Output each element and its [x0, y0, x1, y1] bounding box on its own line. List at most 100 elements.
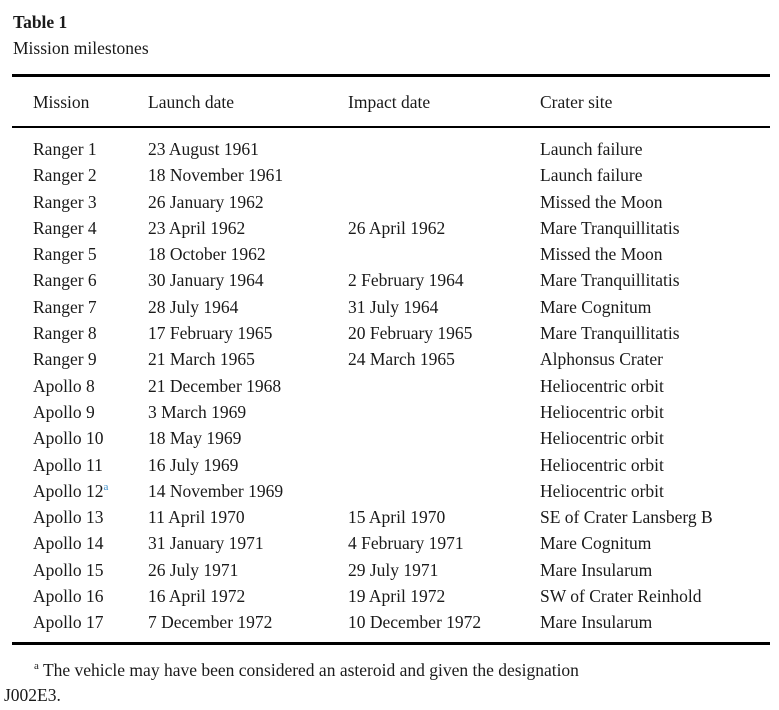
cell-impact-date: 19 April 1972: [348, 586, 446, 607]
cell-launch-date: 17 February 1965: [148, 323, 273, 344]
cell-mission: Apollo 15: [12, 557, 127, 583]
cell-mission: Apollo 8: [12, 373, 127, 399]
cell-impact-date: [327, 241, 519, 267]
footnote-line-1: a The vehicle may have been considered a…: [4, 658, 770, 683]
table-row: Ranger 5 18 October 1962 Missed the Moon: [12, 241, 770, 267]
table-footnote: a The vehicle may have been considered a…: [4, 658, 770, 708]
cell-mission: Apollo 16: [12, 583, 127, 609]
cell-crater-site: Heliocentric orbit: [540, 401, 664, 422]
cell-mission: Ranger 8: [12, 320, 127, 346]
cell-impact-date: [327, 373, 519, 399]
mission-name: Apollo 12: [33, 480, 104, 501]
table-row: Apollo 9 3 March 1969 Heliocentric orbit: [12, 399, 770, 425]
cell-launch-date: 18 May 1969: [148, 428, 242, 449]
cell-crater-site: Heliocentric orbit: [540, 454, 664, 475]
cell-launch-date: 7 December 1972: [148, 612, 273, 633]
table-header: Mission Launch date Impact date Crater s…: [12, 75, 770, 128]
cell-mission: Apollo 17: [12, 609, 127, 643]
cell-crater-site: Heliocentric orbit: [540, 428, 664, 449]
cell-impact-date: [327, 162, 519, 188]
table-row: Apollo 16 16 April 1972 19 April 1972 SW…: [12, 583, 770, 609]
table-row: Apollo 10 18 May 1969 Heliocentric orbit: [12, 425, 770, 451]
cell-mission: Ranger 6: [12, 267, 127, 293]
table-row: Apollo 15 26 July 1971 29 July 1971 Mare…: [12, 557, 770, 583]
mission-name: Apollo 9: [33, 401, 95, 422]
table-row: Ranger 1 23 August 1961 Launch failure: [12, 127, 770, 162]
cell-crater-site: Mare Insularum: [540, 612, 653, 633]
mission-name: Ranger 6: [33, 270, 97, 291]
mission-name: Ranger 5: [33, 244, 97, 265]
cell-launch-date: 16 April 1972: [148, 586, 246, 607]
cell-mission: Ranger 2: [12, 162, 127, 188]
cell-impact-date: [327, 425, 519, 451]
footnote-line-2: J002E3.: [4, 684, 61, 705]
mission-name: Ranger 2: [33, 165, 97, 186]
mission-name: Ranger 7: [33, 296, 97, 317]
mission-name: Ranger 3: [33, 191, 97, 212]
table-row: Ranger 2 18 November 1961 Launch failure: [12, 162, 770, 188]
cell-crater-site: Launch failure: [540, 139, 643, 159]
table-row: Apollo 17 7 December 1972 10 December 19…: [12, 609, 770, 643]
mission-name: Apollo 13: [33, 507, 104, 528]
table-label: Table 1: [13, 12, 68, 32]
cell-launch-date: 18 October 1962: [148, 244, 266, 265]
cell-impact-date: [327, 189, 519, 215]
mission-name: Ranger 8: [33, 323, 97, 344]
mission-name: Apollo 10: [33, 428, 104, 449]
cell-crater-site: Mare Cognitum: [540, 533, 652, 554]
cell-crater-site: SW of Crater Reinhold: [540, 586, 702, 607]
cell-impact-date: [327, 452, 519, 478]
mission-name: Ranger 4: [33, 217, 97, 238]
mission-milestones-table: Mission Launch date Impact date Crater s…: [12, 74, 770, 645]
cell-impact-date: 29 July 1971: [348, 559, 439, 580]
cell-mission: Apollo 10: [12, 425, 127, 451]
cell-impact-date: 26 April 1962: [348, 217, 446, 238]
mission-name: Ranger 1: [33, 139, 97, 159]
table-caption: Mission milestones: [13, 38, 149, 58]
cell-crater-site: Mare Tranquillitatis: [540, 217, 680, 238]
cell-mission: Apollo 9: [12, 399, 127, 425]
cell-launch-date: 3 March 1969: [148, 401, 247, 422]
mission-name: Apollo 11: [33, 454, 103, 475]
cell-launch-date: 21 December 1968: [148, 375, 282, 396]
cell-launch-date: 16 July 1969: [148, 454, 239, 475]
footnote-text: The vehicle may have been considered an …: [42, 659, 579, 680]
cell-mission: Ranger 7: [12, 294, 127, 320]
cell-launch-date: 23 August 1961: [148, 139, 259, 159]
cell-launch-date: 28 July 1964: [148, 296, 239, 317]
table-row: Ranger 3 26 January 1962 Missed the Moon: [12, 189, 770, 215]
footnote-marker: a: [34, 659, 39, 672]
column-header-launch-date: Launch date: [127, 75, 327, 128]
mission-name: Apollo 8: [33, 375, 95, 396]
cell-crater-site: Mare Cognitum: [540, 296, 652, 317]
cell-launch-date: 18 November 1961: [148, 165, 284, 186]
cell-impact-date: [327, 478, 519, 504]
cell-crater-site: SE of Crater Lansberg B: [540, 507, 713, 528]
cell-impact-date: 24 March 1965: [348, 349, 455, 370]
mission-name: Apollo 15: [33, 559, 104, 580]
cell-impact-date: [327, 399, 519, 425]
mission-name: Apollo 14: [33, 533, 104, 554]
cell-impact-date: 15 April 1970: [348, 507, 446, 528]
table-row: Ranger 8 17 February 1965 20 February 19…: [12, 320, 770, 346]
cell-mission: Ranger 9: [12, 346, 127, 372]
cell-impact-date: 2 February 1964: [348, 270, 464, 291]
cell-mission: Apollo 11: [12, 452, 127, 478]
mission-name: Apollo 16: [33, 586, 104, 607]
table-row: Apollo 12a 14 November 1969 Heliocentric…: [12, 478, 770, 504]
cell-crater-site: Mare Tranquillitatis: [540, 270, 680, 291]
cell-crater-site: Alphonsus Crater: [540, 349, 663, 370]
cell-impact-date: [327, 127, 519, 162]
cell-crater-site: Mare Tranquillitatis: [540, 323, 680, 344]
table-row: Ranger 4 23 April 1962 26 April 1962 Mar…: [12, 215, 770, 241]
cell-launch-date: 11 April 1970: [148, 507, 245, 528]
table-row: Apollo 8 21 December 1968 Heliocentric o…: [12, 373, 770, 399]
mission-footnote-marker: a: [103, 481, 109, 494]
cell-mission: Ranger 1: [12, 127, 127, 162]
cell-mission: Apollo 14: [12, 530, 127, 556]
cell-crater-site: Heliocentric orbit: [540, 480, 664, 501]
cell-launch-date: 23 April 1962: [148, 217, 246, 238]
column-header-crater-site: Crater site: [519, 75, 770, 128]
table-row: Apollo 11 16 July 1969 Heliocentric orbi…: [12, 452, 770, 478]
table-body: Ranger 1 23 August 1961 Launch failure R…: [12, 127, 770, 643]
